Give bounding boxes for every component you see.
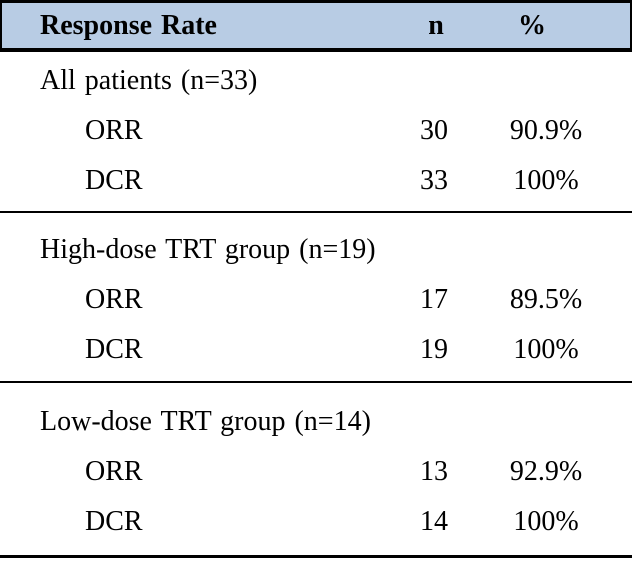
table-row: DCR 33 100% [0,156,632,206]
row-label: ORR [85,115,143,146]
row-percent-value: 100% [513,334,579,365]
row-n-value: 33 [420,165,448,196]
row-n-value: 17 [420,284,448,315]
table-header-row: Response Rate n % [0,3,632,52]
row-label: DCR [85,334,143,365]
row-n-value: 13 [420,456,448,487]
section-label: High-dose TRT group (n=19) [40,234,376,265]
header-response-rate: Response Rate [40,9,217,41]
section-label-row: Low-dose TRT group (n=14) [0,397,632,447]
row-label: ORR [85,284,143,315]
row-label: DCR [85,506,143,537]
row-n-value: 30 [420,115,448,146]
row-percent-value: 90.9% [509,115,583,146]
row-percent-value: 92.9% [509,456,583,487]
row-n-value: 19 [420,334,448,365]
row-percent-value: 100% [513,506,579,537]
table-row: ORR 13 92.9% [0,447,632,497]
table-row: ORR 30 90.9% [0,106,632,156]
table-row: ORR 17 89.5% [0,275,632,325]
table-section-high-dose: High-dose TRT group (n=19) ORR 17 89.5% … [0,213,632,383]
table-section-all-patients: All patients (n=33) ORR 30 90.9% DCR 33 … [0,52,632,213]
row-percent-value: 89.5% [509,284,583,315]
row-percent-value: 100% [513,165,579,196]
row-label: ORR [85,456,143,487]
response-rate-table: Response Rate n % All patients (n=33) OR… [0,0,632,558]
row-label: DCR [85,165,143,196]
table-row: DCR 19 100% [0,325,632,375]
table-section-low-dose: Low-dose TRT group (n=14) ORR 13 92.9% D… [0,383,632,558]
section-label: Low-dose TRT group (n=14) [40,406,371,437]
section-label-row: All patients (n=33) [0,56,632,106]
table-row: DCR 14 100% [0,497,632,547]
section-label: All patients (n=33) [40,65,258,96]
header-n: n [428,9,444,41]
section-label-row: High-dose TRT group (n=19) [0,225,632,275]
row-n-value: 14 [420,506,448,537]
header-percent: % [518,9,546,41]
